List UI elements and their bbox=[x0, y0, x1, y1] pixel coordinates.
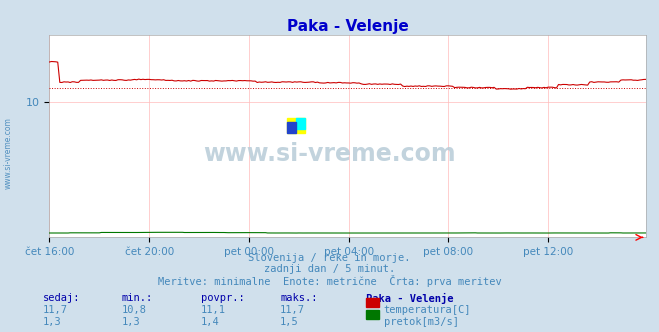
Text: zadnji dan / 5 minut.: zadnji dan / 5 minut. bbox=[264, 264, 395, 274]
Text: www.si-vreme.com: www.si-vreme.com bbox=[4, 117, 13, 189]
Text: 1,5: 1,5 bbox=[280, 317, 299, 327]
Text: 11,7: 11,7 bbox=[280, 305, 305, 315]
Text: 11,1: 11,1 bbox=[201, 305, 226, 315]
Text: 1,4: 1,4 bbox=[201, 317, 219, 327]
Text: sedaj:: sedaj: bbox=[43, 293, 80, 303]
Text: Paka - Velenje: Paka - Velenje bbox=[366, 293, 453, 304]
Text: 1,3: 1,3 bbox=[43, 317, 61, 327]
Text: maks.:: maks.: bbox=[280, 293, 318, 303]
Text: Meritve: minimalne  Enote: metrične  Črta: prva meritev: Meritve: minimalne Enote: metrične Črta:… bbox=[158, 275, 501, 287]
Text: 10,8: 10,8 bbox=[122, 305, 147, 315]
Text: povpr.:: povpr.: bbox=[201, 293, 244, 303]
Text: pretok[m3/s]: pretok[m3/s] bbox=[384, 317, 459, 327]
Text: www.si-vreme.com: www.si-vreme.com bbox=[203, 142, 456, 166]
Text: Slovenija / reke in morje.: Slovenija / reke in morje. bbox=[248, 253, 411, 263]
Text: temperatura[C]: temperatura[C] bbox=[384, 305, 471, 315]
Title: Paka - Velenje: Paka - Velenje bbox=[287, 19, 409, 34]
Text: 11,7: 11,7 bbox=[43, 305, 68, 315]
Text: min.:: min.: bbox=[122, 293, 153, 303]
Text: 1,3: 1,3 bbox=[122, 317, 140, 327]
